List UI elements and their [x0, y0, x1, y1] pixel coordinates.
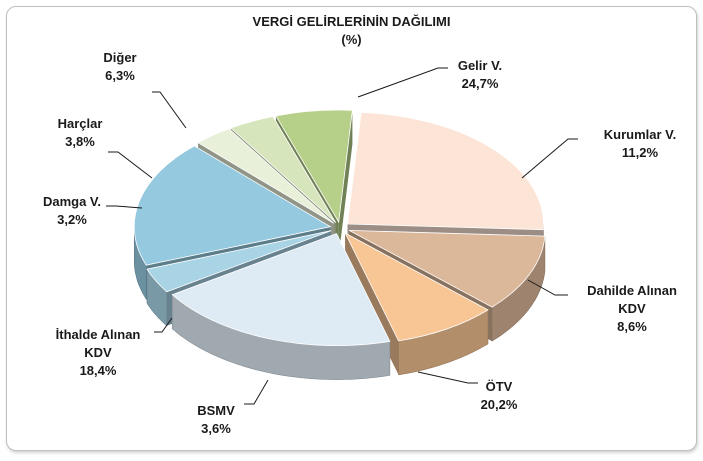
leader-line-1 [521, 138, 578, 179]
slice-2-top [344, 232, 489, 342]
chart-subtitle: (%) [341, 32, 362, 47]
leader-line-0 [357, 67, 448, 98]
leader-line-6 [106, 205, 143, 209]
slice-labels: Gelir V. 24,7% Kurumlar V. 11,2% Dahilde Alı… [43, 50, 677, 436]
slice-8-wall-end [338, 110, 353, 256]
slice-3-top [171, 233, 391, 347]
slice-label-8: Diğer 6,3% [103, 50, 136, 83]
leader-line-7 [108, 151, 153, 179]
leader-line-2 [527, 279, 568, 296]
slice-label-6: Damga V. 3,2% [43, 194, 101, 227]
leader-line-5 [154, 317, 173, 333]
slice-4-wall-end [147, 230, 332, 304]
slice-7-top [230, 116, 337, 223]
slice-4-top [146, 230, 332, 293]
slice-label-1: Kurumlar V. 11,2% [604, 127, 677, 160]
leader-line-4 [244, 379, 269, 405]
slice-8-top [275, 109, 353, 224]
slice-6-top [197, 128, 335, 224]
slice-label-0: Gelir V. 24,7% [458, 58, 502, 91]
leader-line-3 [417, 371, 478, 384]
slice-5-top [133, 145, 332, 266]
slice-1-top [349, 230, 546, 308]
slice-label-5: İthalde Alınan KDV 18,4% [56, 327, 141, 378]
pie-tops [133, 109, 546, 347]
leader-line-8 [152, 91, 187, 129]
slice-label-2: Dahilde Alınan KDV 8,6% [587, 283, 677, 334]
slice-label-7: Harçlar 3,8% [58, 116, 103, 149]
slice-0-top [347, 111, 544, 231]
chart-title: VERGİ GELİRLERİNİN DAĞILIMI [252, 14, 451, 29]
slice-label-4: BSMV 3,6% [197, 403, 235, 436]
slice-label-3: ÖTV 20,2% [481, 379, 518, 412]
